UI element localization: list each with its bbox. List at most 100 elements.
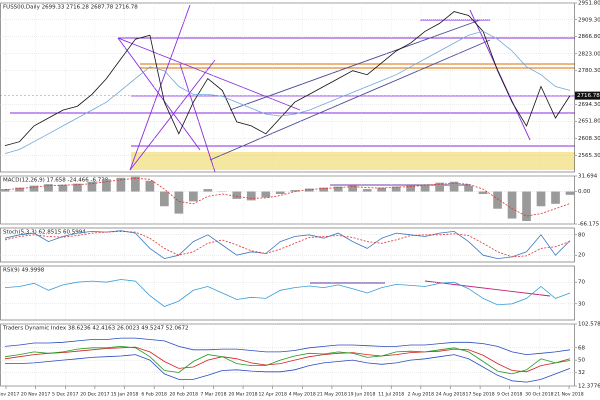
histogram-bar — [464, 185, 473, 192]
x-tick-label: 5 Dec 2017 — [52, 392, 79, 398]
y-tick-label: 2608.30 — [578, 136, 600, 142]
histogram-bar — [246, 191, 256, 201]
histogram-bar — [102, 179, 111, 192]
y-tick-label: 2823.00 — [578, 51, 600, 57]
y-tick-label: 2780.30 — [578, 68, 600, 74]
y-tick-label: 2866.80 — [578, 34, 600, 40]
y-tick-label: 12.3776 — [578, 384, 600, 390]
panel-frame — [0, 265, 575, 321]
series-line — [4, 177, 571, 217]
y-tick-label: 30 — [578, 301, 585, 307]
histogram-bar — [536, 191, 546, 207]
histogram-bar — [304, 188, 314, 192]
series-line — [5, 354, 571, 383]
x-tick-label: 15 Jan 2018 — [111, 392, 139, 398]
x-tick-label: 30 Oct 2018 — [525, 392, 553, 398]
x-tick-label: 21 Nov 2018 — [554, 392, 583, 398]
zone — [131, 152, 575, 170]
histogram-bar — [160, 191, 169, 207]
histogram-bar — [145, 180, 155, 192]
histogram-bar — [203, 189, 213, 192]
histogram-bar — [290, 190, 300, 192]
x-tick-label: 4 May 2018 — [289, 392, 316, 398]
histogram-bar — [0, 189, 10, 192]
trend-line — [129, 59, 216, 171]
y-tick-label: 2651.80 — [578, 119, 600, 125]
series-line — [4, 230, 571, 260]
y-tick-label: 2909.30 — [578, 17, 600, 23]
x-tick-label: 11 Jul 2018 — [378, 392, 404, 398]
histogram-bar — [391, 186, 401, 192]
x-tick-label: 7 Mar 2018 — [200, 392, 226, 398]
panel-title: Traders Dynamic Index 38.6236 42.4163 26… — [2, 326, 189, 332]
panel-frame — [0, 175, 575, 225]
trend-line — [129, 4, 191, 171]
x-tick-label: 6 Nov 2017 — [0, 392, 19, 398]
series-line — [4, 230, 571, 258]
x-tick-label: 21 May 2018 — [317, 392, 347, 398]
histogram-bar — [131, 176, 140, 192]
panel-title: Stoch(5,3,3) 62.8515 60.5994 — [3, 230, 86, 236]
x-tick-label: 20 Feb 2018 — [169, 392, 198, 398]
histogram-bar — [15, 187, 24, 192]
y-tick-label: 2565.30 — [578, 153, 600, 159]
series-line — [4, 30, 571, 154]
trend-line — [229, 19, 481, 111]
histogram-bar — [377, 187, 387, 192]
x-tick-label: 20 Dec 2017 — [80, 392, 109, 398]
y-tick-label: 80 — [578, 232, 585, 238]
histogram-bar — [348, 185, 358, 192]
y-tick-label: 50 — [578, 358, 585, 364]
histogram-bar — [275, 191, 285, 194]
histogram-bar — [522, 191, 531, 221]
y-tick-label: 70 — [578, 280, 585, 286]
x-tick-label: 9 Oct 2018 — [497, 392, 523, 398]
trend-line — [117, 37, 301, 111]
series-line — [4, 337, 571, 356]
x-tick-label: 17 Sep 2018 — [466, 392, 495, 398]
histogram-bar — [29, 185, 39, 192]
panel-frame — [0, 2, 575, 173]
x-tick-label: 2 Aug 2018 — [408, 392, 435, 398]
histogram-bar — [232, 191, 242, 199]
panel-title: RSI(9) 49.9998 — [3, 268, 45, 274]
histogram-bar — [406, 185, 415, 192]
histogram-bar — [478, 191, 488, 194]
drawings — [10, 4, 575, 297]
histogram-bar — [435, 182, 444, 192]
histogram-bar — [87, 181, 97, 192]
last-price-label: 2716.78 — [577, 93, 600, 99]
y-tick-label: 32 — [578, 370, 585, 376]
panel-frame — [0, 227, 575, 263]
y-tick-label: 102.5787 — [578, 322, 600, 328]
histogram-bar — [449, 181, 459, 192]
panel-frame — [0, 323, 575, 387]
histogram-bar — [551, 191, 560, 204]
panel-title: FUSS00,Daily 2699.33 2716.28 2687.78 271… — [3, 5, 138, 11]
histogram-bar — [493, 191, 502, 209]
x-tick-label: 20 Nov 2017 — [21, 392, 50, 398]
y-tick-label: 20 — [578, 253, 585, 259]
x-tick-label: 19 Jun 2018 — [348, 392, 376, 398]
series-line — [4, 11, 571, 146]
histogram-bar — [116, 177, 126, 192]
trend-line — [117, 37, 201, 151]
series-line — [4, 346, 571, 373]
histogram-bar — [507, 191, 517, 219]
histogram-bar — [58, 184, 68, 192]
y-tick-label: 31.694 — [578, 174, 598, 180]
histogram-bar — [362, 189, 372, 192]
histogram-bar — [420, 184, 430, 192]
histogram-bar — [73, 183, 82, 192]
histogram-bar — [188, 191, 198, 202]
histogram-bar — [333, 186, 343, 192]
histogram-bar — [261, 191, 271, 198]
y-tick-label: -66.175 — [578, 222, 600, 228]
histogram-bar — [44, 184, 53, 192]
y-tick-label: 0.00 — [578, 189, 591, 195]
histogram-bar — [565, 191, 575, 195]
x-tick-label: 6 Feb 2018 — [141, 392, 167, 398]
x-tick-label: 12 Apr 2018 — [258, 392, 286, 398]
trend-line — [424, 280, 551, 297]
